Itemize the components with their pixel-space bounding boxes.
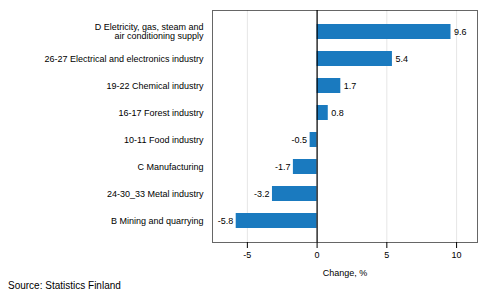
svg-text:B Mining and quarrying: B Mining and quarrying [111,216,204,226]
html-text:Source: Statistics Finland: Source: Statistics Finland [8,280,121,291]
svg-text:C Manufacturing: C Manufacturing [137,162,203,172]
svg-text:-0.5: -0.5 [292,135,308,145]
svg-text:24-30_33 Metal industry: 24-30_33 Metal industry [107,189,204,199]
svg-text:5.4: 5.4 [395,54,408,64]
svg-text:5: 5 [384,250,389,260]
svg-text:9.6: 9.6 [454,27,467,37]
svg-text:-1.7: -1.7 [275,162,291,172]
svg-text:10: 10 [452,250,462,260]
svg-text:Change, %: Change, % [323,268,368,278]
svg-text:1.7: 1.7 [344,81,357,91]
svg-text:-3.2: -3.2 [254,189,270,199]
svg-text:16-17 Forest industry: 16-17 Forest industry [118,108,204,118]
svg-text:-5.8: -5.8 [218,216,234,226]
svg-text:26-27 Electrical and electroni: 26-27 Electrical and electronics industr… [44,54,204,64]
svg-text:10-11 Food industry: 10-11 Food industry [124,135,204,145]
svg-text:19-22 Chemical industry: 19-22 Chemical industry [106,81,204,91]
svg-text:0: 0 [315,250,320,260]
svg-text:-5: -5 [243,250,251,260]
svg-text:D Eletricity, gas, steam andai: D Eletricity, gas, steam andair conditio… [95,22,204,41]
svg-text:0.8: 0.8 [331,108,344,118]
